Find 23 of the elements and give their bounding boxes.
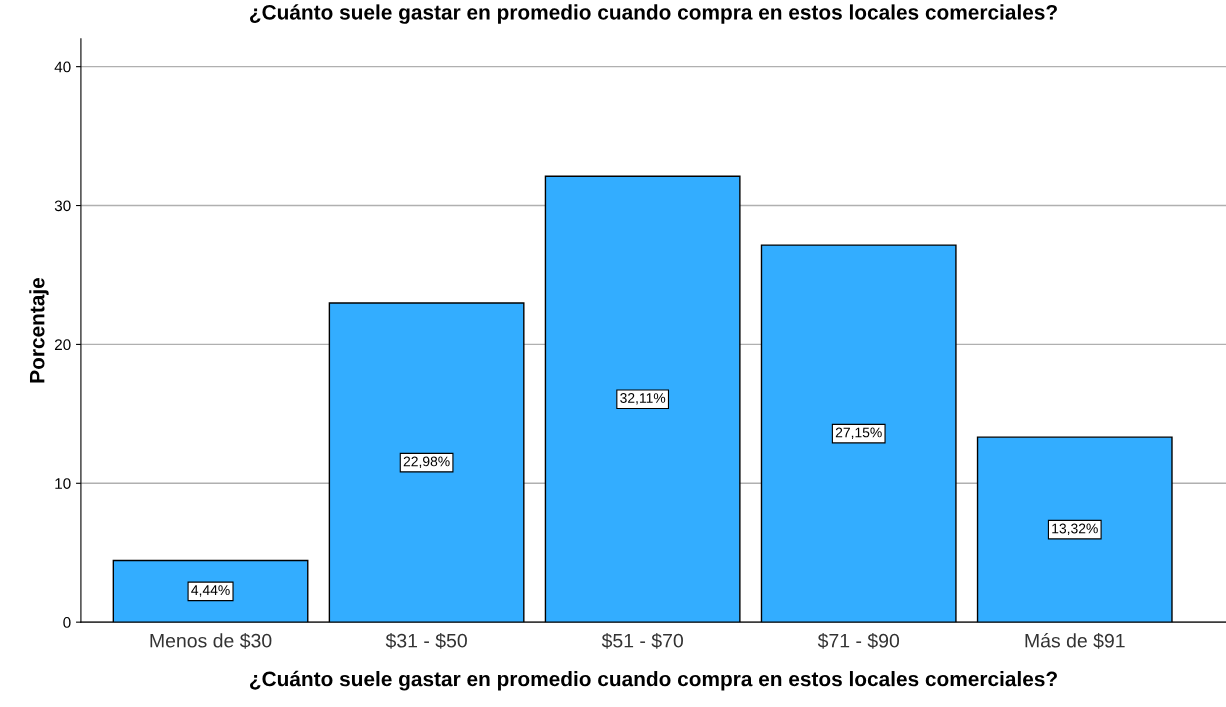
bar [760, 244, 957, 623]
y-tick-label: 10 [55, 478, 71, 489]
bar [328, 302, 525, 623]
data-label: 13,32% [1052, 523, 1098, 536]
bar [112, 559, 309, 623]
x-tick-label: Menos de $30 [150, 632, 272, 649]
y-tick-label: 0 [63, 617, 71, 628]
data-label: 27,15% [835, 427, 882, 440]
x-tick-label: $51 - $70 [601, 632, 683, 649]
chart-title: ¿Cuánto suele gastar en promedio cuando compra en estos locales comerciales? [250, 4, 1057, 24]
data-label: 32,11% [620, 393, 666, 405]
x-axis-title: ¿Cuánto suele gastar en promedio cuando compra en estos locales comerciales? [250, 670, 1057, 691]
data-label: 22,98% [403, 456, 450, 468]
y-tick-label: 40 [54, 61, 71, 73]
x-tick-label: $31 - $50 [385, 632, 467, 649]
data-label: 4,44% [191, 585, 230, 597]
y-tick-label: 20 [54, 339, 71, 351]
bar [976, 436, 1173, 623]
x-tick-label: $71 - $90 [817, 632, 900, 649]
y-axis-title: Porcentaje [29, 277, 49, 383]
x-tick-label: Más de $91 [1025, 632, 1125, 649]
bar [544, 175, 741, 623]
y-tick-label: 30 [54, 200, 71, 212]
